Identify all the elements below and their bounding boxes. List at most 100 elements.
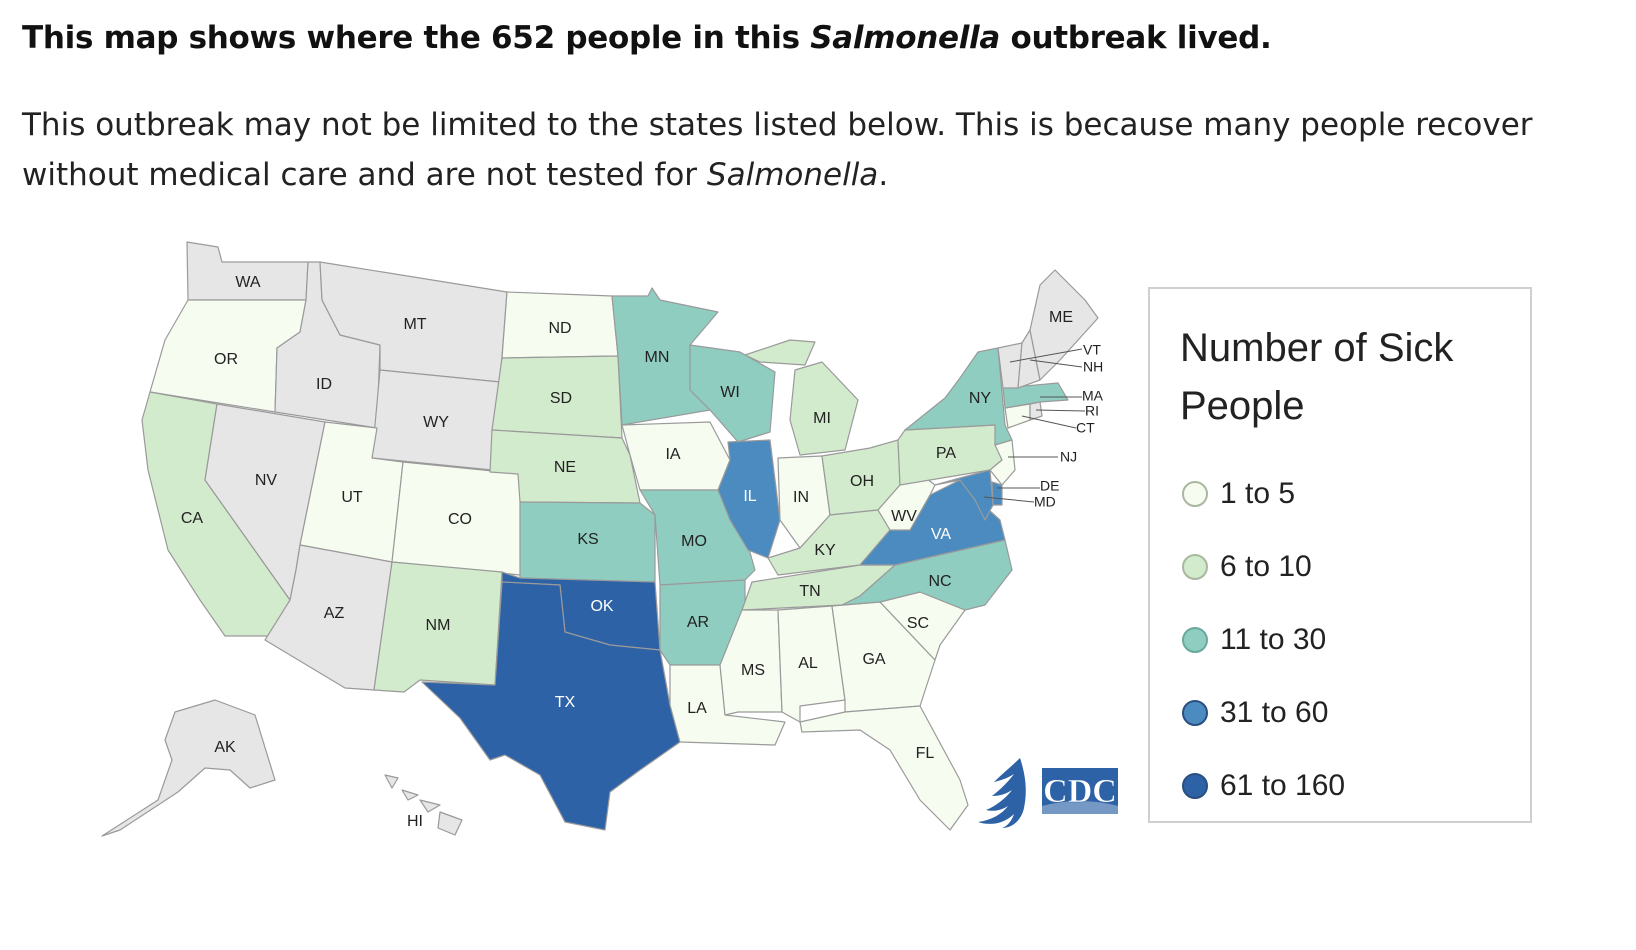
state-label-OH: OH — [850, 473, 874, 490]
leader-CT — [1021, 415, 1077, 429]
state-MA — [1002, 382, 1069, 409]
intro-text-end: . — [878, 157, 889, 193]
state-label-PA: PA — [936, 445, 956, 462]
intro-text-start: This outbreak may not be limited to the … — [22, 107, 1533, 193]
state-WA — [186, 241, 309, 301]
intro-organism: Salmonella — [706, 157, 879, 193]
legend-item: 31 to 60 — [1182, 676, 1345, 749]
legend-swatch — [1182, 553, 1208, 580]
state-label-MA: MA — [1082, 388, 1104, 404]
state-FL — [799, 705, 969, 831]
legend-swatch — [1182, 626, 1208, 653]
legend-title: Number of Sick People — [1180, 326, 1454, 428]
state-label-OK: OK — [590, 598, 613, 615]
headline-text-start: This map shows where the 652 people in t… — [22, 20, 811, 56]
state-label-ND: ND — [548, 320, 571, 337]
state-DE — [991, 481, 1003, 506]
state-label-UT: UT — [341, 489, 363, 506]
legend-item: 1 to 5 — [1182, 457, 1345, 530]
cdc-logo: CDC — [978, 758, 1118, 828]
state-label-DE: DE — [1040, 478, 1059, 494]
legend-swatch — [1182, 699, 1208, 726]
state-label-VA: VA — [931, 526, 951, 543]
state-label-AR: AR — [687, 614, 709, 631]
legend-label: 6 to 10 — [1220, 549, 1312, 583]
state-label-WA: WA — [235, 274, 261, 291]
state-label-CO: CO — [448, 511, 472, 528]
state-label-SD: SD — [550, 390, 572, 407]
state-RI — [1029, 401, 1043, 421]
state-label-WI: WI — [720, 384, 740, 401]
state-TX — [421, 581, 681, 831]
state-label-IA: IA — [665, 446, 680, 463]
state-MD — [934, 469, 994, 521]
state-label-IL: IL — [743, 488, 756, 505]
state-label-GA: GA — [862, 651, 885, 668]
legend-items: 1 to 5 6 to 10 11 to 30 31 to 60 61 to 160 — [1182, 457, 1345, 822]
state-label-SC: SC — [907, 615, 929, 632]
state-label-MS: MS — [741, 662, 765, 679]
state-label-MD: MD — [1034, 494, 1056, 510]
state-label-WV: WV — [891, 508, 917, 525]
state-label-AL: AL — [798, 655, 818, 672]
state-label-LA: LA — [687, 700, 707, 717]
state-label-NY: NY — [969, 390, 992, 407]
legend-item: 61 to 160 — [1182, 749, 1345, 822]
state-label-KS: KS — [577, 531, 598, 548]
state-label-AZ: AZ — [324, 605, 345, 622]
state-label-RI: RI — [1085, 403, 1099, 419]
state-AK — [101, 699, 276, 837]
state-label-WY: WY — [423, 414, 449, 431]
state-labels: WA OR CA ID NV MT WY UT AZ CO NM ND SD NE KS OK TX MN IA MO… — [181, 274, 1104, 830]
leader-RI — [1035, 409, 1086, 412]
legend-item: 6 to 10 — [1182, 530, 1345, 603]
legend-label: 61 to 160 — [1220, 768, 1346, 802]
state-KS — [519, 501, 656, 583]
state-IL — [717, 439, 781, 559]
state-NY — [904, 347, 1013, 446]
legend: Number of Sick People 1 to 5 6 to 10 11 to… — [1148, 287, 1532, 823]
intro-paragraph: This outbreak may not be limited to the … — [22, 100, 1582, 200]
state-label-FL: FL — [916, 745, 935, 762]
headline-organism: Salmonella — [810, 20, 1000, 56]
state-ME — [1029, 269, 1099, 381]
legend-label: 31 to 60 — [1220, 695, 1329, 729]
leader-MD — [983, 496, 1035, 503]
state-label-ID: ID — [316, 376, 332, 393]
state-label-CT: CT — [1076, 420, 1095, 436]
state-label-CA: CA — [181, 510, 204, 527]
legend-label: 1 to 5 — [1220, 476, 1296, 510]
state-label-ME: ME — [1049, 309, 1073, 326]
state-HI — [384, 774, 463, 836]
state-label-MN: MN — [645, 349, 670, 366]
state-label-MI: MI — [813, 410, 831, 427]
state-label-NJ: NJ — [1060, 449, 1077, 465]
state-label-NC: NC — [928, 573, 951, 590]
state-MI — [744, 339, 859, 456]
us-outbreak-map: WA OR CA ID NV MT WY UT AZ CO NM ND SD NE KS OK TX MN IA MO… — [101, 241, 1104, 837]
legend-swatch — [1182, 772, 1208, 799]
state-label-NM: NM — [426, 617, 451, 634]
legend-label: 11 to 30 — [1220, 622, 1327, 656]
leader-NH — [1029, 359, 1083, 368]
svg-text:CDC: CDC — [1043, 773, 1117, 810]
state-label-KY: KY — [814, 542, 836, 559]
cdc-wordmark-icon: CDC — [1042, 768, 1118, 814]
state-label-HI: HI — [407, 813, 423, 830]
state-label-OR: OR — [214, 351, 238, 368]
state-label-MO: MO — [681, 533, 707, 550]
legend-item: 11 to 30 — [1182, 603, 1345, 676]
state-label-NH: NH — [1083, 359, 1103, 375]
headline-text-end: outbreak lived. — [999, 20, 1272, 56]
state-label-TN: TN — [799, 583, 820, 600]
state-label-TX: TX — [555, 694, 576, 711]
headline: This map shows where the 652 people in t… — [22, 20, 1272, 56]
state-label-NE: NE — [554, 459, 576, 476]
state-label-MT: MT — [403, 316, 426, 333]
legend-swatch — [1182, 480, 1208, 507]
state-label-VT: VT — [1083, 342, 1101, 358]
state-label-NV: NV — [255, 472, 278, 489]
state-label-AK: AK — [214, 739, 236, 756]
hhs-eagle-icon — [978, 758, 1026, 828]
state-label-IN: IN — [793, 489, 809, 506]
